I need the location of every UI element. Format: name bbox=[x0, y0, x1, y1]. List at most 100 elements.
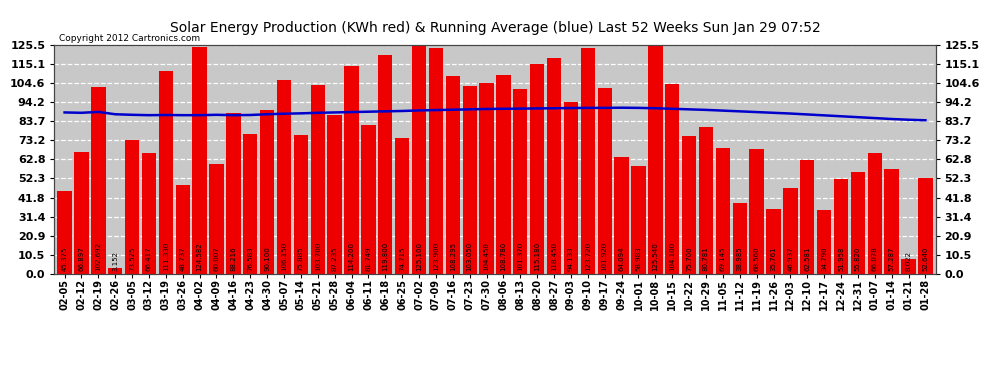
Text: 119.800: 119.800 bbox=[382, 242, 388, 271]
Text: 48.737: 48.737 bbox=[180, 246, 186, 271]
Text: 123.900: 123.900 bbox=[433, 242, 439, 271]
Bar bbox=[412, 46, 427, 274]
Bar bbox=[260, 110, 274, 274]
Bar bbox=[716, 148, 730, 274]
Bar bbox=[766, 209, 781, 274]
Text: 76.583: 76.583 bbox=[248, 246, 253, 271]
Text: 87.235: 87.235 bbox=[332, 246, 338, 271]
Text: 8.022: 8.022 bbox=[906, 251, 912, 271]
Text: 101.920: 101.920 bbox=[602, 242, 608, 271]
Bar bbox=[277, 80, 291, 274]
Bar bbox=[192, 46, 207, 274]
Text: 75.700: 75.700 bbox=[686, 246, 692, 271]
Bar bbox=[665, 84, 679, 274]
Text: 35.761: 35.761 bbox=[770, 246, 776, 271]
Text: 104.100: 104.100 bbox=[669, 242, 675, 271]
Bar bbox=[209, 164, 224, 274]
Bar bbox=[530, 64, 544, 274]
Text: 118.450: 118.450 bbox=[551, 242, 557, 271]
Bar bbox=[158, 71, 173, 274]
Text: 115.180: 115.180 bbox=[535, 242, 541, 271]
Text: 103.050: 103.050 bbox=[466, 242, 472, 271]
Bar bbox=[57, 191, 71, 274]
Text: Copyright 2012 Cartronics.com: Copyright 2012 Cartronics.com bbox=[58, 34, 200, 43]
Text: 104.450: 104.450 bbox=[483, 242, 490, 271]
Bar bbox=[581, 48, 595, 274]
Text: 125.100: 125.100 bbox=[416, 242, 422, 271]
Text: 108.295: 108.295 bbox=[449, 242, 455, 271]
Text: 62.581: 62.581 bbox=[804, 246, 810, 271]
Bar bbox=[733, 203, 746, 274]
Bar bbox=[546, 58, 561, 274]
Bar bbox=[226, 113, 241, 274]
Bar bbox=[244, 134, 257, 274]
Bar bbox=[834, 179, 848, 274]
Bar bbox=[699, 126, 713, 274]
Text: 38.985: 38.985 bbox=[737, 246, 742, 271]
Bar bbox=[496, 75, 511, 274]
Text: 69.145: 69.145 bbox=[720, 246, 726, 271]
Bar bbox=[91, 87, 106, 274]
Text: 102.692: 102.692 bbox=[95, 242, 101, 271]
Text: 55.820: 55.820 bbox=[855, 247, 861, 271]
Bar bbox=[125, 140, 140, 274]
Text: 52.640: 52.640 bbox=[923, 247, 929, 271]
Bar bbox=[311, 85, 325, 274]
Bar bbox=[345, 66, 358, 274]
Text: 81.749: 81.749 bbox=[365, 246, 371, 271]
Bar bbox=[462, 86, 477, 274]
Text: 124.582: 124.582 bbox=[197, 242, 203, 271]
Text: 111.330: 111.330 bbox=[162, 242, 169, 271]
Text: 51.958: 51.958 bbox=[838, 246, 844, 271]
Bar bbox=[648, 45, 662, 274]
Bar bbox=[632, 166, 645, 274]
Text: 108.780: 108.780 bbox=[500, 242, 507, 271]
Bar bbox=[850, 172, 865, 274]
Text: 90.100: 90.100 bbox=[264, 246, 270, 271]
Text: 68.560: 68.560 bbox=[753, 246, 759, 271]
Text: 101.370: 101.370 bbox=[518, 242, 524, 271]
Text: 114.200: 114.200 bbox=[348, 242, 354, 271]
Text: 66.897: 66.897 bbox=[78, 246, 84, 271]
Bar bbox=[513, 89, 528, 274]
Bar bbox=[395, 138, 409, 274]
Text: 66.417: 66.417 bbox=[146, 246, 152, 271]
Bar bbox=[108, 268, 123, 274]
Text: 57.287: 57.287 bbox=[889, 246, 895, 271]
Bar bbox=[378, 56, 392, 274]
Text: 88.216: 88.216 bbox=[231, 246, 237, 271]
Bar bbox=[328, 115, 342, 274]
Bar bbox=[817, 210, 832, 274]
Bar bbox=[901, 259, 916, 274]
Bar bbox=[749, 149, 764, 274]
Bar bbox=[598, 88, 612, 274]
Bar bbox=[361, 125, 375, 274]
Bar bbox=[142, 153, 156, 274]
Text: 58.983: 58.983 bbox=[636, 246, 642, 271]
Text: 106.150: 106.150 bbox=[281, 242, 287, 271]
Bar bbox=[919, 178, 933, 274]
Text: 60.007: 60.007 bbox=[214, 246, 220, 271]
Bar bbox=[800, 160, 815, 274]
Bar bbox=[446, 76, 460, 274]
Text: 3.152: 3.152 bbox=[112, 251, 118, 271]
Bar bbox=[563, 102, 578, 274]
Text: 45.375: 45.375 bbox=[61, 247, 67, 271]
Text: 64.094: 64.094 bbox=[619, 246, 625, 271]
Text: 74.715: 74.715 bbox=[399, 246, 405, 271]
Text: Solar Energy Production (KWh red) & Running Average (blue) Last 52 Weeks Sun Jan: Solar Energy Production (KWh red) & Runn… bbox=[169, 21, 821, 34]
Text: 73.525: 73.525 bbox=[129, 247, 135, 271]
Text: 103.700: 103.700 bbox=[315, 242, 321, 271]
Text: 34.790: 34.790 bbox=[821, 246, 828, 271]
Bar bbox=[867, 153, 882, 274]
Bar bbox=[783, 188, 798, 274]
Bar bbox=[479, 83, 494, 274]
Text: 94.133: 94.133 bbox=[568, 246, 574, 271]
Bar bbox=[175, 185, 190, 274]
Bar bbox=[682, 136, 696, 274]
Bar bbox=[884, 170, 899, 274]
Text: 66.078: 66.078 bbox=[872, 246, 878, 271]
Text: 80.781: 80.781 bbox=[703, 246, 709, 271]
Bar bbox=[74, 152, 89, 274]
Text: 46.937: 46.937 bbox=[787, 246, 793, 271]
